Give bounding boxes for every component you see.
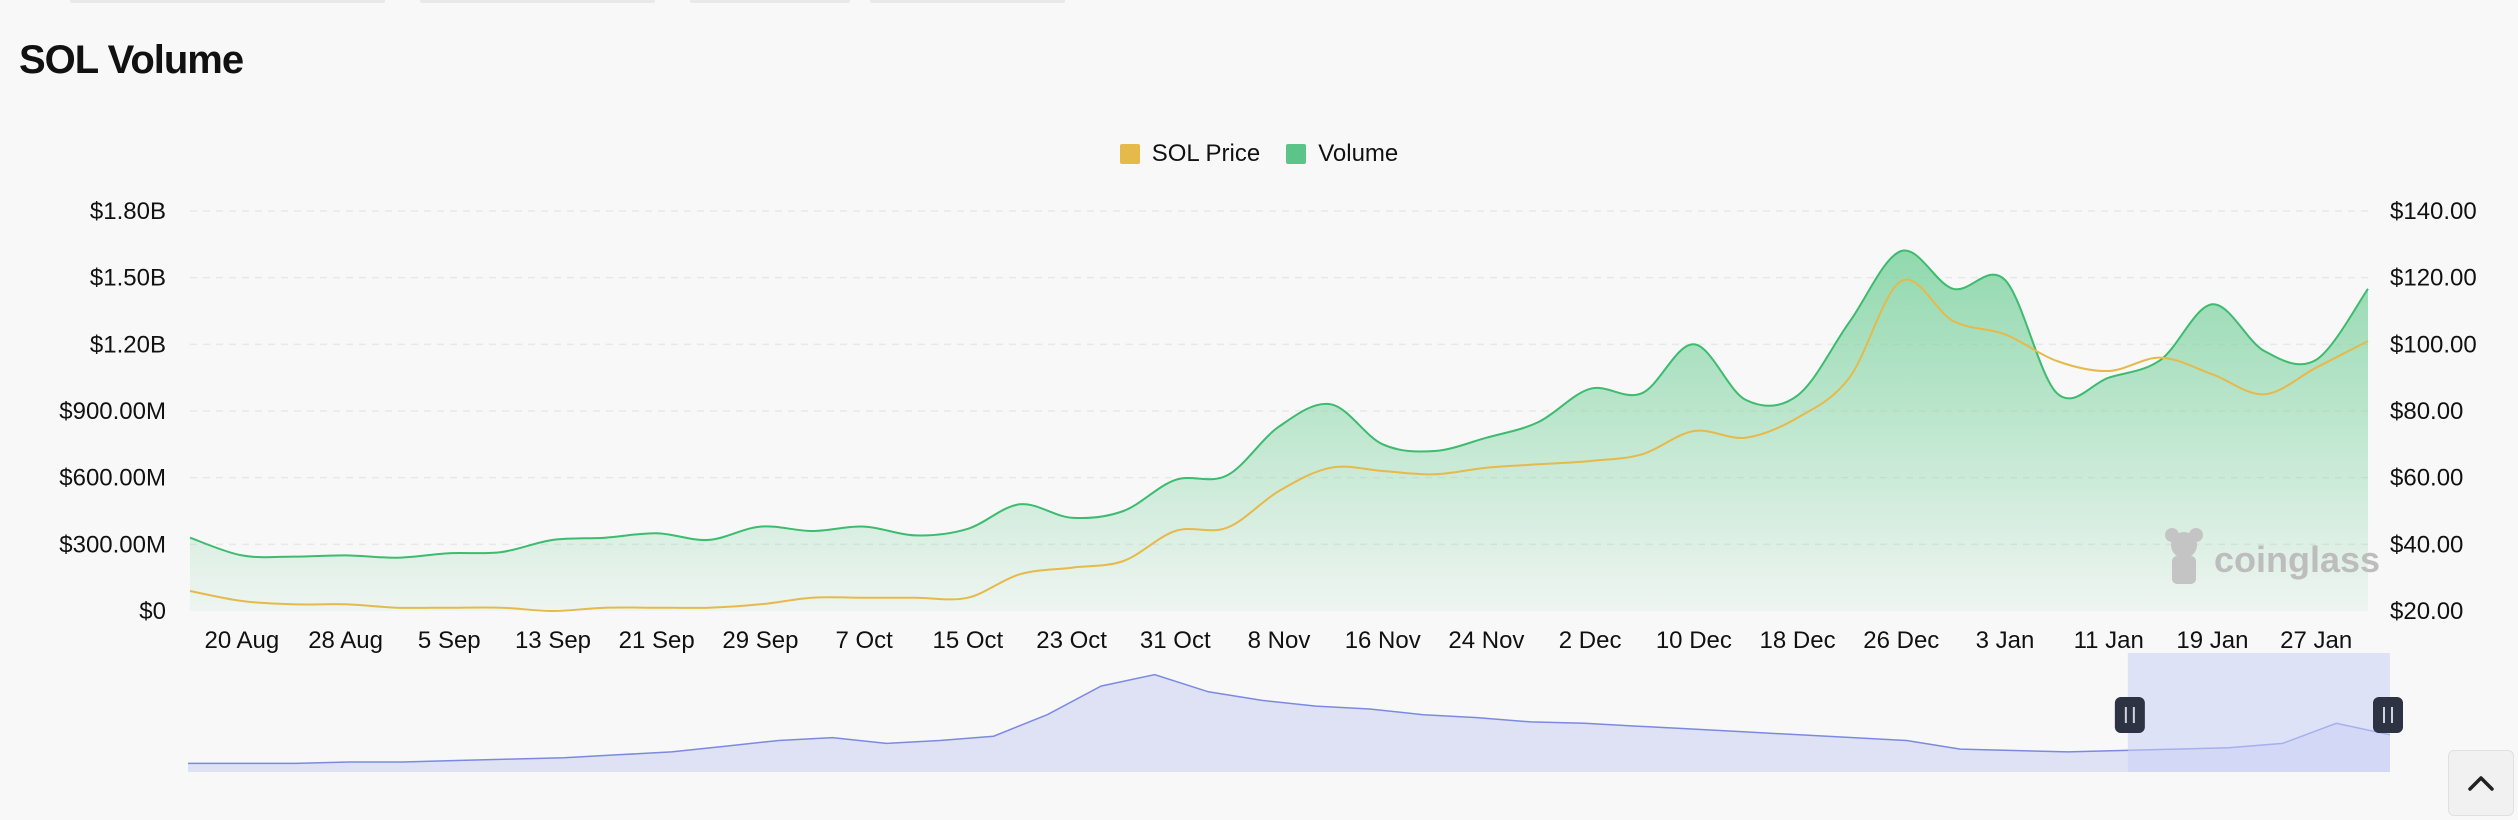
top-tab[interactable]: [420, 0, 655, 3]
top-tabs-strip: [0, 0, 1100, 4]
y-right-tick-label: $120.00: [2390, 265, 2477, 292]
page-title: SOL Volume: [19, 38, 244, 82]
right-y-axis: $20.00 $40.00 $60.00 $80.00 $100.00 $120.00 $1…: [2390, 198, 2477, 625]
x-tick-label: 10 Dec: [1656, 627, 1732, 654]
x-tick-label: 13 Sep: [515, 627, 591, 654]
y-right-tick-label: $80.00: [2390, 398, 2463, 425]
x-tick-label: 8 Nov: [1248, 627, 1311, 654]
y-right-tick-label: $140.00: [2390, 198, 2477, 225]
y-left-tick-label: $1.20B: [90, 331, 166, 358]
x-tick-label: 20 Aug: [204, 627, 279, 654]
range-navigator[interactable]: [188, 653, 2403, 772]
y-left-tick-label: $300.00M: [59, 531, 166, 558]
x-tick-label: 19 Jan: [2176, 627, 2248, 654]
x-tick-label: 5 Sep: [418, 627, 481, 654]
top-tab[interactable]: [690, 0, 850, 3]
legend-swatch-price: [1119, 144, 1140, 164]
left-y-axis: $0 $300.00M $600.00M $900.00M $1.20B $1.50B $1…: [59, 198, 166, 625]
chart-legend: SOL Price Volume: [0, 140, 2518, 168]
handle-body[interactable]: [2373, 697, 2403, 733]
watermark-text: coinglass: [2214, 539, 2380, 580]
y-left-tick-label: $1.50B: [90, 265, 166, 292]
y-left-tick-label: $1.80B: [90, 198, 166, 225]
y-left-tick-label: $0: [139, 598, 166, 625]
navigator-selection[interactable]: [2127, 653, 2390, 772]
x-tick-label: 3 Jan: [1976, 627, 2035, 654]
x-tick-label: 26 Dec: [1863, 627, 1939, 654]
price-series-line: [189, 278, 2369, 613]
navigator-handle-right[interactable]: [2373, 697, 2403, 733]
x-tick-label: 28 Aug: [308, 627, 383, 654]
coinglass-bear-icon: [2165, 528, 2203, 584]
navigator-handle-left[interactable]: [2114, 697, 2145, 733]
x-tick-label: 15 Oct: [933, 627, 1004, 654]
y-left-tick-label: $600.00M: [59, 465, 166, 492]
legend-label-price: SOL Price: [1151, 140, 1261, 167]
chevron-up-icon: [2468, 776, 2494, 791]
x-tick-label: 24 Nov: [1448, 627, 1524, 654]
x-tick-label: 7 Oct: [835, 627, 893, 654]
legend-swatch-volume: [1286, 144, 1307, 164]
y-right-tick-label: $20.00: [2390, 598, 2463, 625]
coinglass-watermark: coinglass: [2165, 528, 2380, 584]
x-tick-label: 18 Dec: [1760, 627, 1836, 654]
scroll-to-top-button[interactable]: [2448, 750, 2514, 816]
x-axis: 20 Aug 28 Aug 5 Sep 13 Sep 21 Sep 29 Sep 7 Oct…: [204, 627, 2352, 654]
y-left-tick-label: $900.00M: [59, 398, 166, 425]
legend-label-volume: Volume: [1318, 140, 1399, 167]
legend-item-price[interactable]: SOL Price: [1119, 140, 1261, 168]
volume-area: [190, 250, 2368, 611]
x-tick-label: 11 Jan: [2074, 627, 2144, 654]
x-tick-label: 21 Sep: [619, 627, 695, 654]
y-right-tick-label: $60.00: [2390, 465, 2463, 492]
y-right-tick-label: $40.00: [2390, 531, 2463, 558]
x-tick-label: 23 Oct: [1036, 627, 1107, 654]
navigator-line: [188, 673, 2391, 765]
volume-series-line: [189, 249, 2369, 559]
x-tick-label: 2 Dec: [1559, 627, 1622, 654]
legend-item-volume[interactable]: Volume: [1286, 140, 1398, 168]
navigator-area: [188, 674, 2390, 772]
y-right-tick-label: $100.00: [2390, 331, 2477, 358]
x-tick-label: 29 Sep: [722, 627, 798, 654]
top-tab[interactable]: [870, 0, 1065, 3]
x-tick-label: 31 Oct: [1140, 627, 1211, 654]
x-tick-label: 16 Nov: [1345, 627, 1421, 654]
top-tab[interactable]: [70, 0, 385, 3]
handle-body[interactable]: [2114, 697, 2145, 733]
x-tick-label: 27 Jan: [2280, 627, 2352, 654]
